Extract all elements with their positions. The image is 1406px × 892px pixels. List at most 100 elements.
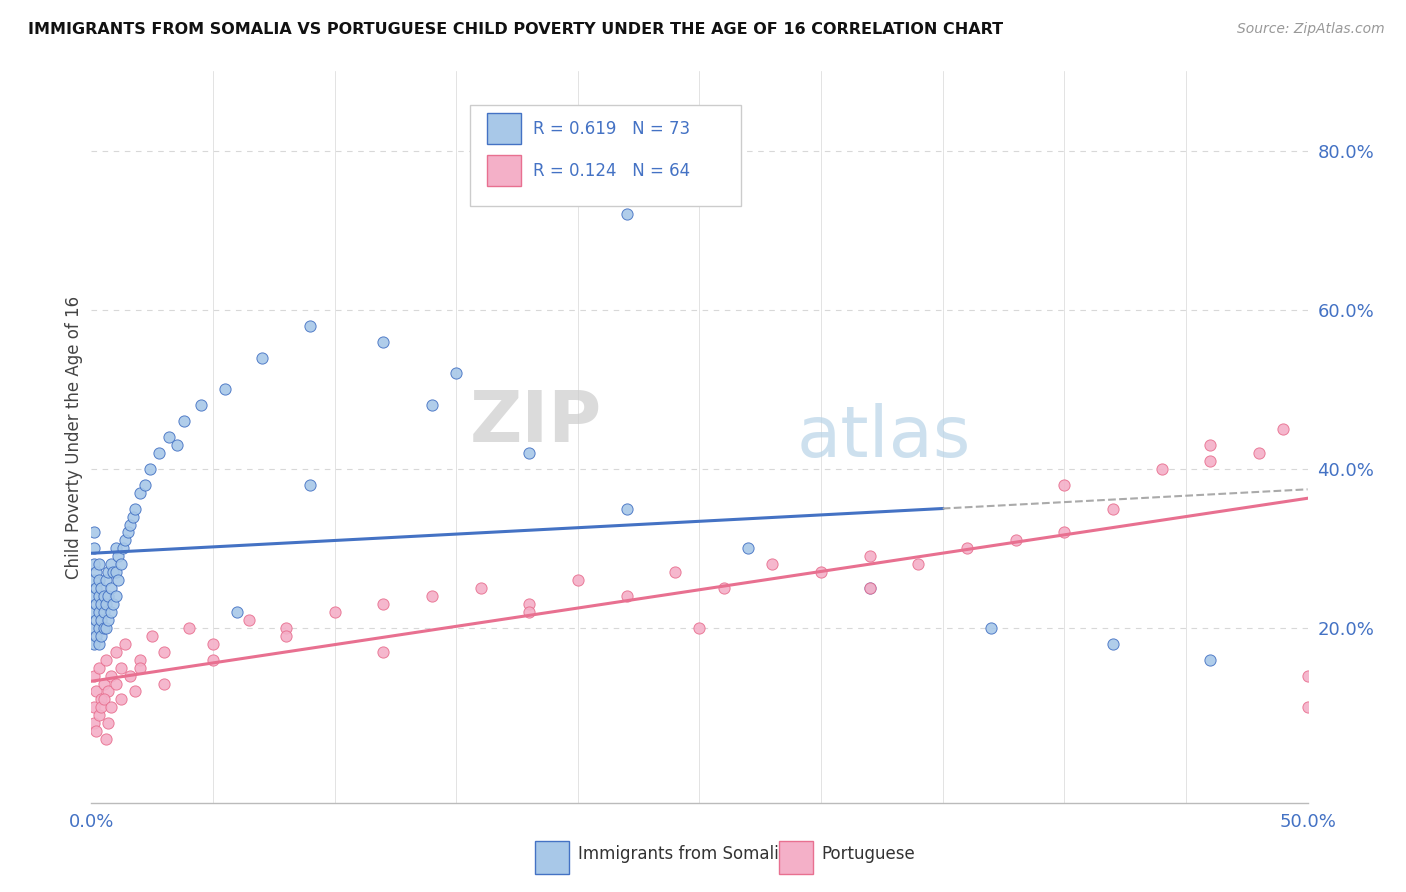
Point: [117, 525, 139, 540]
Point: [83, 573, 105, 587]
Point: [114, 533, 136, 548]
Point: [87, 589, 110, 603]
Point: [84, 581, 107, 595]
Point: [107, 549, 129, 564]
Point: [104, 676, 127, 690]
Point: [1247, 446, 1270, 460]
Point: [104, 645, 127, 659]
Point: [567, 573, 589, 587]
Point: [299, 477, 322, 491]
Point: [1296, 668, 1319, 682]
Point: [84, 684, 107, 698]
Point: [100, 605, 122, 619]
Point: [83, 700, 105, 714]
Point: [226, 605, 249, 619]
Point: [616, 589, 638, 603]
Point: [121, 509, 143, 524]
Point: [202, 653, 225, 667]
Point: [94, 653, 117, 667]
Point: [87, 605, 110, 619]
Point: [83, 716, 105, 731]
Point: [761, 558, 783, 572]
Point: [202, 637, 225, 651]
Point: [1053, 477, 1076, 491]
FancyBboxPatch shape: [536, 841, 569, 874]
Point: [980, 621, 1002, 635]
Point: [83, 668, 105, 682]
Point: [100, 558, 122, 572]
Point: [173, 414, 195, 428]
Point: [87, 621, 110, 635]
Point: [664, 566, 686, 580]
Text: R = 0.124   N = 64: R = 0.124 N = 64: [533, 161, 690, 179]
Point: [470, 581, 492, 595]
Text: atlas: atlas: [797, 402, 972, 472]
Text: Source: ZipAtlas.com: Source: ZipAtlas.com: [1237, 22, 1385, 37]
Point: [444, 367, 467, 381]
Point: [100, 668, 122, 682]
Point: [93, 621, 115, 635]
Point: [87, 660, 110, 674]
Point: [93, 589, 115, 603]
Text: Portuguese: Portuguese: [821, 846, 915, 863]
Point: [1102, 637, 1125, 651]
Point: [956, 541, 979, 556]
Point: [517, 597, 540, 611]
Point: [90, 700, 112, 714]
Point: [87, 573, 110, 587]
Point: [100, 700, 122, 714]
Point: [120, 517, 142, 532]
Point: [114, 637, 136, 651]
Point: [810, 566, 832, 580]
Point: [517, 605, 540, 619]
Point: [120, 668, 142, 682]
Point: [110, 660, 132, 674]
Point: [373, 597, 395, 611]
Point: [97, 684, 120, 698]
Point: [83, 541, 105, 556]
Point: [87, 708, 110, 723]
Point: [274, 621, 297, 635]
Point: [373, 645, 395, 659]
Point: [93, 676, 115, 690]
Point: [420, 589, 443, 603]
Point: [274, 629, 297, 643]
Point: [616, 207, 638, 221]
Point: [129, 653, 152, 667]
Text: IMMIGRANTS FROM SOMALIA VS PORTUGUESE CHILD POVERTY UNDER THE AGE OF 16 CORRELAT: IMMIGRANTS FROM SOMALIA VS PORTUGUESE CH…: [28, 22, 1004, 37]
Point: [83, 637, 105, 651]
Point: [129, 660, 152, 674]
Point: [104, 566, 127, 580]
Point: [87, 558, 110, 572]
FancyBboxPatch shape: [486, 113, 520, 145]
Point: [90, 597, 112, 611]
Point: [139, 462, 162, 476]
Point: [616, 501, 638, 516]
Point: [420, 398, 443, 412]
Point: [134, 477, 156, 491]
Point: [110, 692, 132, 706]
Point: [323, 605, 346, 619]
Point: [84, 566, 107, 580]
Point: [129, 485, 152, 500]
Point: [84, 597, 107, 611]
Point: [107, 573, 129, 587]
Point: [83, 558, 105, 572]
Point: [517, 446, 540, 460]
Point: [859, 549, 882, 564]
Point: [110, 558, 132, 572]
Point: [713, 581, 735, 595]
Point: [177, 621, 200, 635]
Point: [688, 621, 710, 635]
Point: [104, 589, 127, 603]
Point: [97, 613, 120, 627]
Point: [83, 525, 105, 540]
Point: [737, 541, 759, 556]
Point: [124, 684, 146, 698]
Point: [97, 716, 120, 731]
Point: [1199, 438, 1222, 452]
Point: [103, 566, 125, 580]
Point: [84, 724, 107, 739]
FancyBboxPatch shape: [779, 841, 813, 874]
Point: [153, 676, 176, 690]
